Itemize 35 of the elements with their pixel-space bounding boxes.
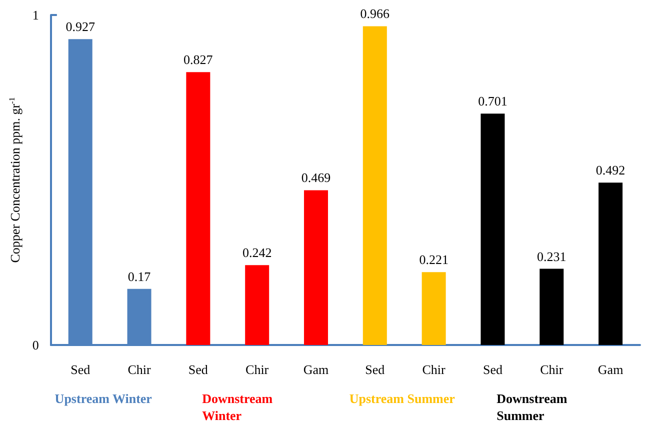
bar xyxy=(480,114,505,345)
x-tick-label: Gam xyxy=(303,362,329,377)
data-label: 0.492 xyxy=(596,162,626,178)
x-tick-label: Chir xyxy=(128,362,152,377)
bar xyxy=(422,272,446,345)
data-label: 0.927 xyxy=(66,19,96,34)
data-label: 0.231 xyxy=(537,248,566,264)
data-label: 0.827 xyxy=(184,52,214,68)
data-label: 0.701 xyxy=(478,94,508,109)
x-tick-label: Sed xyxy=(482,362,503,377)
x-tick-label: Chir xyxy=(246,362,270,377)
data-label: 0.966 xyxy=(360,6,390,22)
data-label: 0.221 xyxy=(419,252,448,268)
text: Downstream Winter xyxy=(202,391,276,423)
bar xyxy=(362,26,387,345)
y-tick-label: 1 xyxy=(32,8,39,22)
y-tick-label: 0 xyxy=(32,338,39,352)
bar xyxy=(598,182,623,345)
text: Upstream Winter xyxy=(54,391,152,406)
text: Downstream Summer xyxy=(496,391,570,423)
data-label: 0.242 xyxy=(242,245,272,260)
x-tick-label: Chir xyxy=(422,362,446,377)
bar xyxy=(245,265,270,345)
x-tick-label: Gam xyxy=(598,362,624,377)
x-tick-label: Sed xyxy=(188,362,208,377)
x-tick-label: Sed xyxy=(70,362,91,377)
x-tick-label: Sed xyxy=(365,362,386,377)
text: Upstream Summer xyxy=(349,391,456,406)
data-label: 0.17 xyxy=(128,268,152,284)
x-tick-label: Chir xyxy=(540,362,564,377)
bar xyxy=(304,190,328,345)
data-label: 0.469 xyxy=(301,170,331,186)
y-axis-title: Copper Concentration ppm. gr-1 xyxy=(8,97,22,263)
bar xyxy=(540,268,564,345)
bar xyxy=(186,72,210,345)
